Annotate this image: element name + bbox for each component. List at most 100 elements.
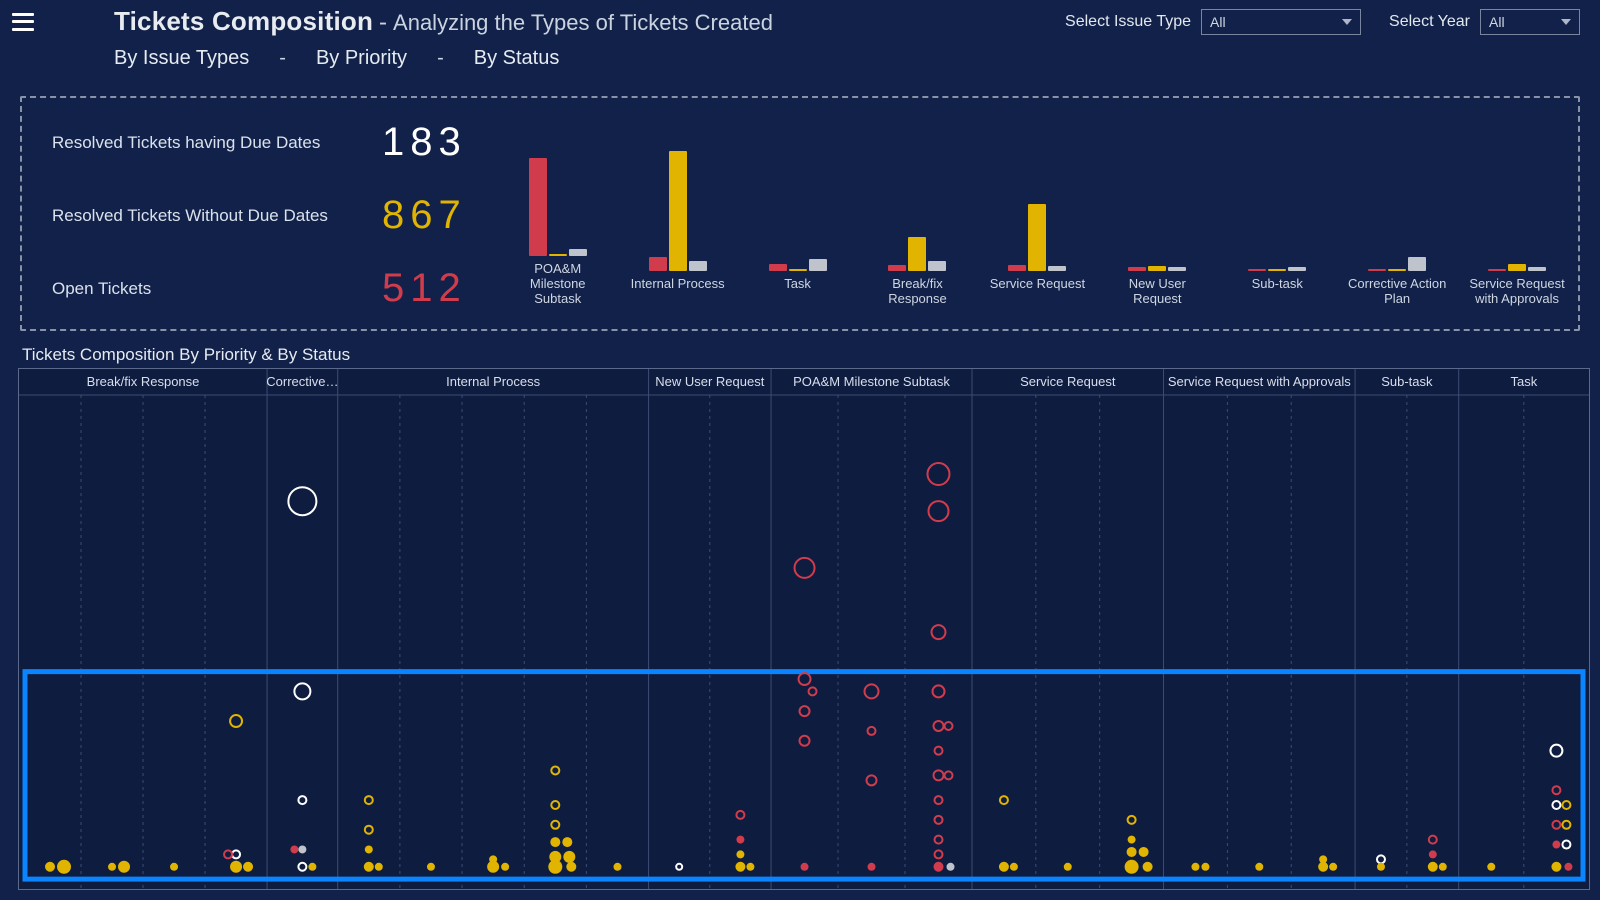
scatter-bubble[interactable] (170, 863, 178, 871)
scatter-bubble[interactable] (551, 821, 559, 829)
scatter-bubble[interactable] (1128, 836, 1136, 844)
scatter-bubble[interactable] (232, 850, 240, 858)
subnav-priority[interactable]: By Priority (316, 47, 407, 70)
scatter-bubble[interactable] (548, 860, 562, 874)
menu-icon[interactable] (12, 13, 34, 31)
scatter-bubble[interactable] (298, 845, 306, 853)
bar-group[interactable]: New User Request (1106, 151, 1208, 307)
scatter-bubble[interactable] (1487, 863, 1495, 871)
scatter-bubble[interactable] (1552, 821, 1560, 829)
scatter-bubble[interactable] (933, 770, 943, 780)
scatter-bubble[interactable] (1429, 836, 1437, 844)
scatter-bubble[interactable] (613, 863, 621, 871)
scatter-bubble[interactable] (566, 862, 576, 872)
scatter-bubble[interactable] (1318, 862, 1328, 872)
scatter-bubble[interactable] (1564, 863, 1572, 871)
scatter-bubble[interactable] (795, 558, 815, 578)
scatter-bubble[interactable] (308, 863, 316, 871)
scatter-bubble[interactable] (928, 501, 948, 521)
scatter-bubble[interactable] (1439, 863, 1447, 871)
bar-group[interactable]: Break/fix Response (867, 151, 969, 307)
scatter-bubble[interactable] (1550, 745, 1562, 757)
scatter-bubble[interactable] (800, 736, 810, 746)
scatter-bubble[interactable] (375, 863, 383, 871)
bar-group[interactable]: Task (747, 151, 849, 307)
scatter-bubble[interactable] (230, 861, 242, 873)
bar-group[interactable]: Service Request with Approvals (1466, 151, 1568, 307)
scatter-bubble[interactable] (57, 860, 71, 874)
priority-status-scatter[interactable]: Break/fix ResponseCorrective…Internal Pr… (18, 368, 1590, 890)
bar-group[interactable]: Service Request (986, 151, 1088, 307)
scatter-bubble[interactable] (934, 796, 942, 804)
scatter-bubble[interactable] (1128, 816, 1136, 824)
scatter-bubble[interactable] (999, 862, 1009, 872)
subnav-issue-types[interactable]: By Issue Types (114, 47, 249, 70)
scatter-bubble[interactable] (934, 850, 942, 858)
scatter-bubble[interactable] (118, 861, 130, 873)
scatter-bubble[interactable] (1139, 847, 1149, 857)
scatter-bubble[interactable] (932, 685, 944, 697)
scatter-bubble[interactable] (230, 715, 242, 727)
scatter-bubble[interactable] (1143, 862, 1153, 872)
scatter-bubble[interactable] (1125, 860, 1139, 874)
scatter-bubble[interactable] (1191, 863, 1199, 871)
scatter-bubble[interactable] (800, 706, 810, 716)
bar-group[interactable]: Corrective Action Plan (1346, 151, 1448, 307)
bar-group[interactable]: POA&M Milestone Subtask (507, 136, 609, 307)
scatter-bubble[interactable] (290, 845, 298, 853)
scatter-bubble[interactable] (736, 850, 744, 858)
scatter-bubble[interactable] (933, 721, 943, 731)
scatter-bubble[interactable] (868, 863, 876, 871)
scatter-bubble[interactable] (298, 863, 306, 871)
year-dropdown[interactable]: All (1480, 9, 1580, 35)
scatter-bubble[interactable] (427, 863, 435, 871)
scatter-bubble[interactable] (365, 826, 373, 834)
issue-type-bar-chart[interactable]: POA&M Milestone SubtaskInternal ProcessT… (507, 116, 1568, 311)
scatter-bubble[interactable] (944, 722, 952, 730)
scatter-bubble[interactable] (298, 796, 306, 804)
scatter-bubble[interactable] (1329, 863, 1337, 871)
scatter-bubble[interactable] (551, 801, 559, 809)
scatter-bubble[interactable] (1551, 862, 1561, 872)
scatter-bubble[interactable] (1201, 863, 1209, 871)
scatter-bubble[interactable] (1127, 847, 1137, 857)
issue-type-dropdown[interactable]: All (1201, 9, 1361, 35)
scatter-bubble[interactable] (1562, 801, 1570, 809)
scatter-bubble[interactable] (288, 487, 316, 515)
scatter-bubble[interactable] (934, 836, 942, 844)
scatter-bubble[interactable] (746, 863, 754, 871)
scatter-bubble[interactable] (45, 862, 55, 872)
scatter-bubble[interactable] (868, 727, 876, 735)
scatter-bubble[interactable] (801, 863, 809, 871)
scatter-bubble[interactable] (736, 836, 744, 844)
scatter-bubble[interactable] (1010, 863, 1018, 871)
subnav-status[interactable]: By Status (474, 47, 560, 70)
scatter-bubble[interactable] (224, 850, 232, 858)
scatter-bubble[interactable] (108, 863, 116, 871)
scatter-bubble[interactable] (1377, 863, 1385, 871)
scatter-bubble[interactable] (1429, 850, 1437, 858)
bar-group[interactable]: Internal Process (627, 151, 729, 307)
scatter-bubble[interactable] (550, 837, 560, 847)
bar-group[interactable]: Sub-task (1226, 151, 1328, 307)
scatter-bubble[interactable] (294, 683, 310, 699)
scatter-bubble[interactable] (735, 862, 745, 872)
scatter-bubble[interactable] (946, 863, 954, 871)
scatter-bubble[interactable] (933, 862, 943, 872)
scatter-bubble[interactable] (365, 845, 373, 853)
scatter-bubble[interactable] (1064, 863, 1072, 871)
scatter-bubble[interactable] (487, 861, 499, 873)
scatter-bubble[interactable] (1562, 841, 1570, 849)
scatter-bubble[interactable] (736, 811, 744, 819)
scatter-bubble[interactable] (1552, 786, 1560, 794)
scatter-bubble[interactable] (867, 775, 877, 785)
scatter-bubble[interactable] (364, 862, 374, 872)
scatter-bubble[interactable] (1552, 801, 1560, 809)
scatter-bubble[interactable] (927, 463, 949, 485)
scatter-bubble[interactable] (931, 625, 945, 639)
scatter-bubble[interactable] (243, 862, 253, 872)
scatter-bubble[interactable] (551, 766, 559, 774)
scatter-bubble[interactable] (865, 684, 879, 698)
scatter-bubble[interactable] (676, 864, 682, 870)
scatter-bubble[interactable] (799, 673, 811, 685)
